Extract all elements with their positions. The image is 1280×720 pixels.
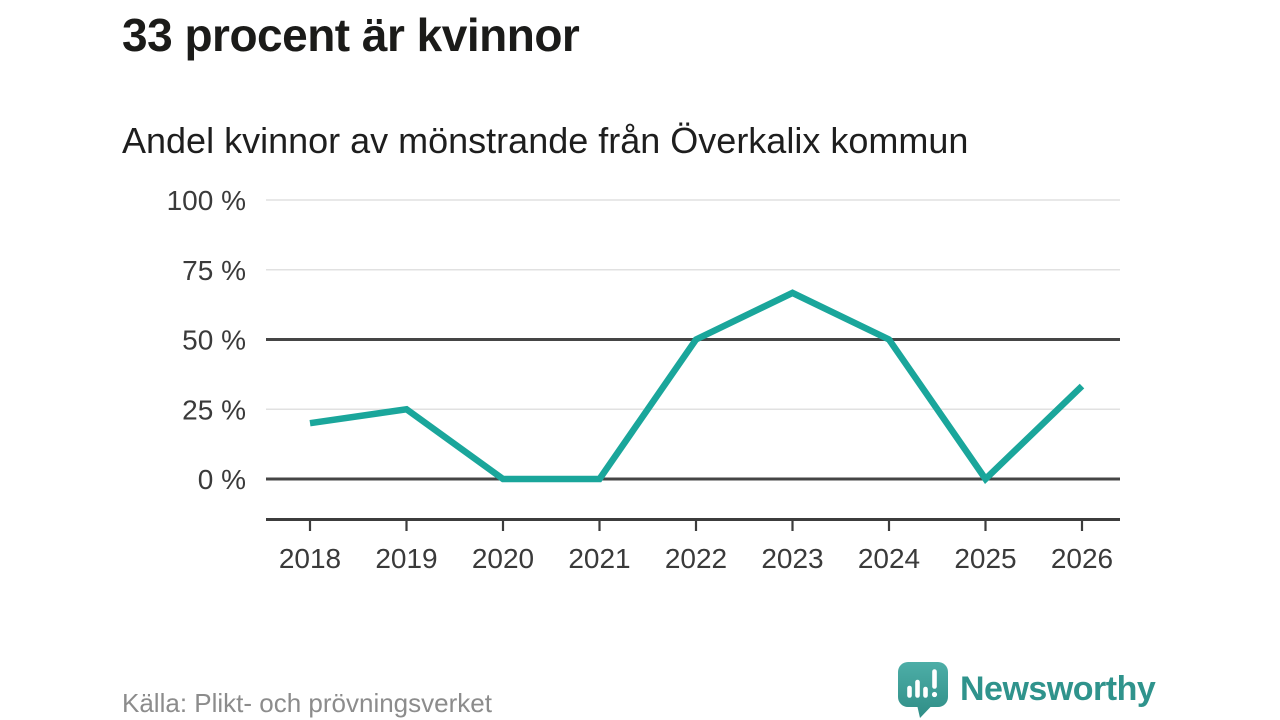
source-note: Källa: Plikt- och prövningsverket (122, 688, 492, 718)
x-tick-label: 2022 (665, 543, 727, 574)
chart-title: 33 procent är kvinnor (122, 9, 580, 61)
y-tick-label: 50 % (182, 325, 246, 356)
speech-bubble-shape (898, 662, 948, 718)
x-tick-label: 2020 (472, 543, 534, 574)
x-tick-label: 2024 (858, 543, 920, 574)
y-tick-label: 75 % (182, 255, 246, 286)
newsworthy-bubble-chart-icon (898, 662, 948, 718)
y-tick-label: 100 % (167, 185, 246, 216)
x-tick-label: 2019 (375, 543, 437, 574)
chart-subtitle: Andel kvinnor av mönstrande från Överkal… (122, 120, 969, 161)
brand-name: Newsworthy (960, 670, 1156, 708)
bar-chart-glyph (907, 669, 937, 698)
data-line-andel-kvinnor (309, 289, 1085, 484)
y-tick-label: 0 % (198, 464, 246, 495)
x-tick-label: 2021 (568, 543, 630, 574)
exclamation-dot (931, 691, 938, 698)
newsworthy-logo: Newsworthy (897, 661, 1156, 718)
x-tick-label: 2025 (954, 543, 1016, 574)
x-tick-label: 2026 (1051, 543, 1113, 574)
y-tick-label: 25 % (182, 394, 246, 425)
x-tick-label: 2018 (279, 543, 341, 574)
x-tick-label: 2023 (761, 543, 823, 574)
